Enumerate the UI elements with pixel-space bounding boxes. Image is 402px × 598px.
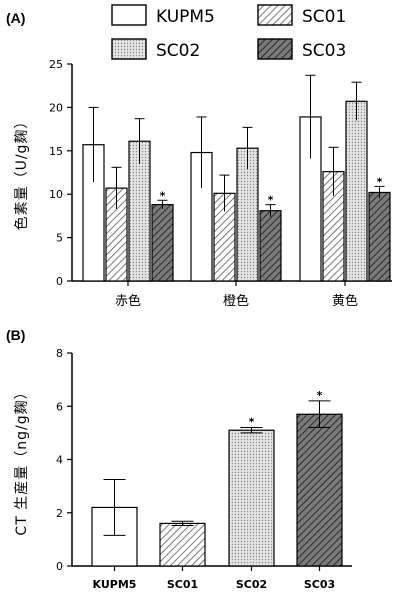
bar-sc03 <box>151 204 174 282</box>
legend-label-sc03: SC03 <box>302 41 346 61</box>
bar-sc03 <box>296 413 343 567</box>
bar-sc03 <box>259 210 282 282</box>
panel-label-a: (A) <box>6 10 26 26</box>
y-tick-label: 5 <box>56 232 63 245</box>
significance-star: * <box>160 189 166 202</box>
legend-swatch-sc02 <box>111 38 147 60</box>
bar-sc02 <box>228 429 275 567</box>
bar-sc03 <box>368 191 391 282</box>
x-category-label: 黄色 <box>332 293 358 309</box>
y-tick-label: 0 <box>56 560 63 573</box>
legend-swatch-kupm5 <box>111 4 147 26</box>
y-tick-label: 15 <box>49 145 63 158</box>
y-tick-label: 10 <box>49 188 63 201</box>
bar-kupm5 <box>91 506 138 567</box>
y-tick-label: 20 <box>49 101 63 114</box>
y-tick-label: 25 <box>49 58 63 71</box>
x-category-label: 橙色 <box>223 293 249 309</box>
y-tick-label: 4 <box>56 454 63 467</box>
x-category-label: SC02 <box>236 578 267 591</box>
significance-star: * <box>249 416 255 429</box>
significance-star: * <box>317 389 323 402</box>
y-tick-label: 8 <box>56 347 63 360</box>
bar-sc02 <box>345 100 368 282</box>
significance-star: * <box>377 175 383 188</box>
x-category-label: SC01 <box>167 578 198 591</box>
y-tick-label: 6 <box>56 400 63 413</box>
panel-label-b: (B) <box>6 327 26 343</box>
x-category-label: SC03 <box>304 578 335 591</box>
legend-label-sc02: SC02 <box>156 41 200 61</box>
legend-swatch-sc03 <box>257 38 293 60</box>
x-category-label: 赤色 <box>115 293 141 309</box>
y-tick-label: 0 <box>56 275 63 288</box>
significance-star: * <box>268 194 274 207</box>
legend-label-kupm5: KUPM5 <box>156 7 215 27</box>
legend-swatch-sc01 <box>257 4 293 26</box>
y-axis-title: 色素量（U/g麹） <box>13 114 30 231</box>
bar-sc01 <box>159 522 206 567</box>
y-tick-label: 2 <box>56 507 63 520</box>
legend-label-sc01: SC01 <box>302 7 346 27</box>
x-category-label: KUPM5 <box>93 578 137 591</box>
y-axis-title: CT 生産量（ng/g麹） <box>13 384 30 535</box>
